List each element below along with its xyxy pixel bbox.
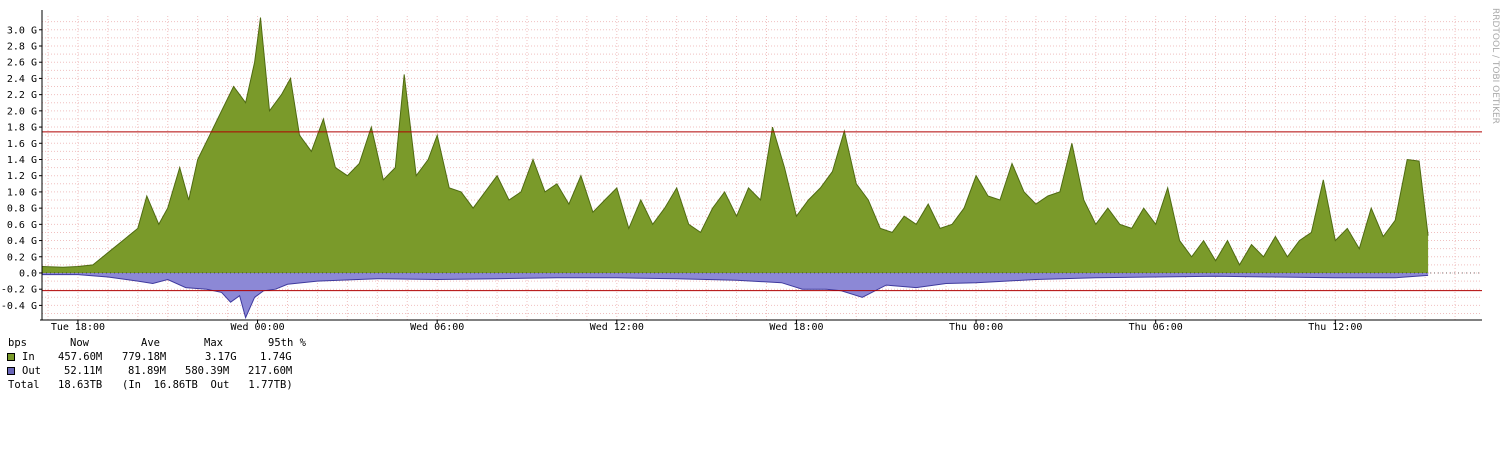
legend-header-now: Now: [70, 337, 89, 349]
y-tick-label: -0.2 G: [1, 285, 37, 296]
legend-in-p95: 1.74G: [260, 351, 292, 363]
series-line-out: [42, 274, 1429, 320]
y-tick-label: 1.4 G: [7, 155, 37, 166]
y-tick-label: 0.6 G: [7, 220, 37, 231]
threshold-lines: [42, 131, 1482, 292]
y-tick-label: 3.0 G: [7, 25, 37, 36]
y-axis-tick-labels: -0.4 G -0.2 G 0.0 0.2 G 0.4 G 0.6 G 0.8 G 1.0 G…: [1, 25, 42, 312]
rrdtool-credit: RRDTOOL / TOBI OETIKER: [1490, 8, 1500, 124]
legend-total-breakdown: (In 16.86TB Out 1.77TB): [122, 379, 293, 391]
y-tick-label: 0.4 G: [7, 236, 37, 247]
legend-out-max: 580.39M: [185, 365, 230, 377]
y-tick-label: 2.0 G: [7, 106, 37, 117]
legend-swatch-out: [7, 367, 15, 375]
x-tick-label: Thu 00:00: [949, 322, 1003, 333]
legend-in-name: In: [22, 351, 35, 363]
legend-in-now: 457.60M: [58, 351, 103, 363]
axes: [40, 10, 1482, 321]
x-tick-label: Wed 00:00: [230, 322, 284, 333]
y-tick-label: 2.2 G: [7, 90, 37, 101]
y-tick-label: 2.6 G: [7, 58, 37, 69]
series-area-in: [42, 17, 1429, 273]
legend-total-value: 18.63TB: [58, 379, 103, 391]
legend-in-max: 3.17G: [205, 351, 237, 363]
y-tick-label: 0.0: [19, 268, 37, 279]
y-tick-label: 1.0 G: [7, 187, 37, 198]
series-line-in: [41, 17, 1429, 268]
y-tick-label: 0.8 G: [7, 204, 37, 215]
y-tick-label: 2.8 G: [7, 41, 37, 52]
y-tick-label: 1.2 G: [7, 171, 37, 182]
y-tick-label: 1.6 G: [7, 139, 37, 150]
x-axis-tick-labels: Tue 18:00 Wed 00:00 Wed 06:00 Wed 12:00 Wed …: [51, 320, 1362, 333]
legend-out-now: 52.11M: [64, 365, 102, 377]
legend-out-ave: 81.89M: [128, 365, 166, 377]
x-tick-label: Wed 06:00: [410, 322, 464, 333]
legend-row-out: Out 52.11M 81.89M 580.39M 217.60M: [6, 365, 292, 379]
x-tick-label: Wed 12:00: [590, 322, 644, 333]
x-tick-label: Thu 06:00: [1129, 322, 1183, 333]
y-tick-label: 2.4 G: [7, 74, 37, 85]
legend-row-total: Total 18.63TB (In 16.86TB Out 1.77TB): [6, 379, 293, 393]
legend-header-max: Max: [204, 337, 223, 349]
series-area-out: [42, 272, 1429, 318]
legend-in-ave: 779.18M: [122, 351, 167, 363]
legend-row-in: In 457.60M 779.18M 3.17G 1.74G: [6, 351, 292, 365]
legend-header-ave: Ave: [141, 337, 160, 349]
y-tick-label: 0.2 G: [7, 252, 37, 263]
series-areas: [41, 17, 1429, 320]
x-tick-label: Wed 18:00: [769, 322, 823, 333]
legend-header-95th: 95th %: [268, 337, 306, 349]
legend-out-p95: 217.60M: [248, 365, 293, 377]
x-tick-label: Thu 12:00: [1308, 322, 1362, 333]
legend-total-label: Total: [8, 379, 40, 391]
y-tick-label: -0.4 G: [1, 301, 37, 312]
legend-header-row: bps Now Ave Max 95th %: [6, 337, 306, 351]
legend-header-unit: bps: [8, 337, 27, 349]
legend-out-name: Out: [22, 365, 41, 377]
x-tick-label: Tue 18:00: [51, 322, 105, 333]
legend-swatch-in: [7, 353, 15, 361]
traffic-chart: -0.4 G -0.2 G 0.0 0.2 G 0.4 G 0.6 G 0.8 G 1.0 G…: [1, 10, 1482, 333]
y-tick-label: 1.8 G: [7, 123, 37, 134]
